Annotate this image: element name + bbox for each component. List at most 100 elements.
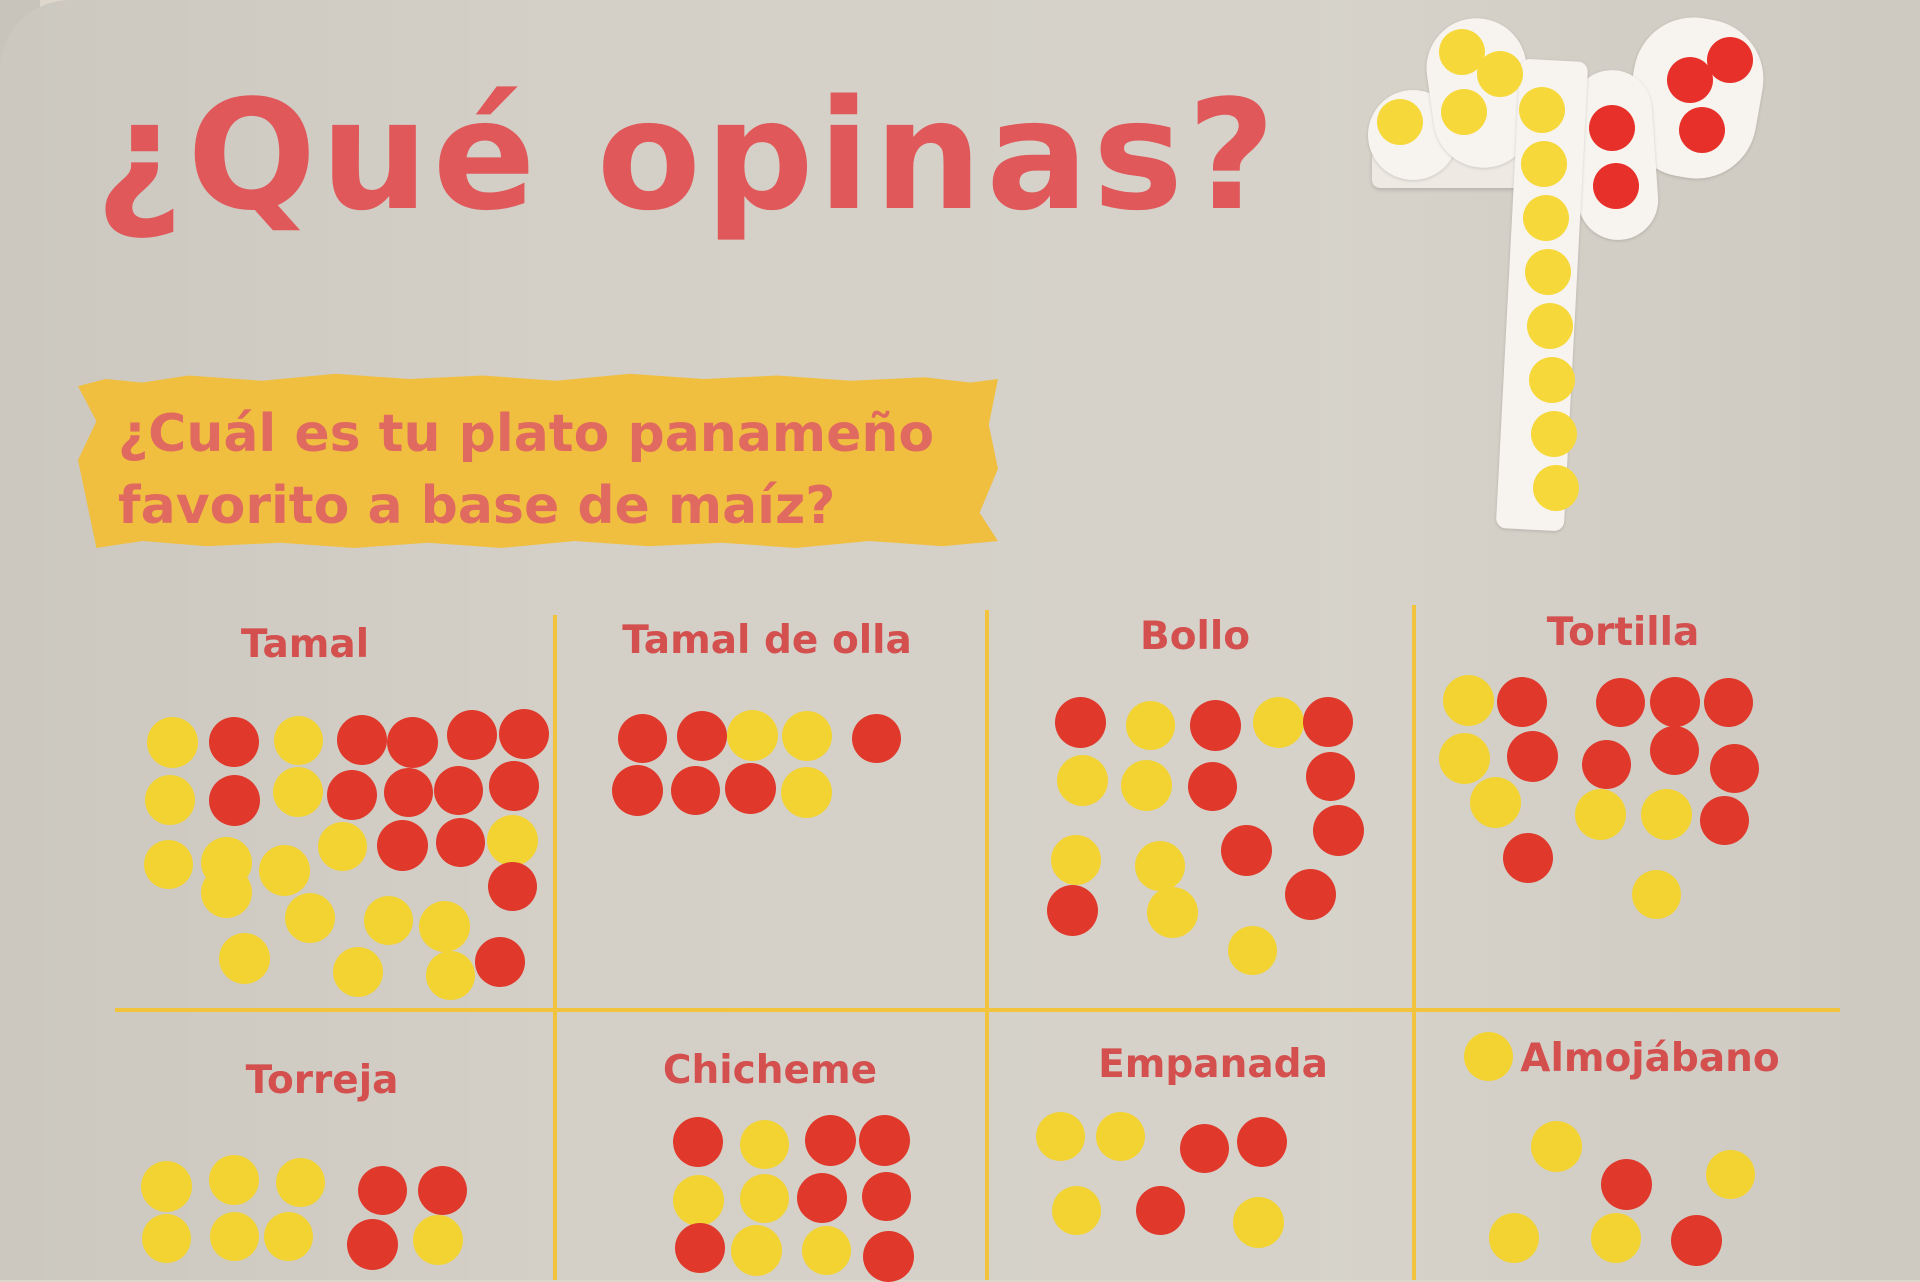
red-sticker-dot (383, 767, 433, 817)
yellow-sticker-dot (1442, 674, 1494, 726)
yellow-sticker-dot (1489, 1213, 1539, 1263)
red-sticker-dot (1046, 884, 1098, 936)
yellow-roll-sticker (1531, 411, 1577, 457)
question-line-1: ¿Cuál es tu plato panameño (118, 404, 935, 464)
red-sticker-dot (417, 1165, 467, 1215)
yellow-sticker-dot (672, 1174, 724, 1226)
option-label-tamal: Tamal (240, 622, 370, 667)
red-sticker-dot (670, 765, 720, 815)
option-label-bollo: Bollo (1139, 614, 1251, 659)
red-sticker-dot (1284, 868, 1336, 920)
yellow-sticker-dot (285, 893, 335, 943)
red-sticker-dot (1237, 1117, 1287, 1167)
red-sticker-dot (386, 716, 438, 768)
yellow-sticker-dot (1051, 835, 1101, 885)
yellow-sticker-dot (1631, 869, 1681, 919)
board-title: ¿Qué opinas? (95, 67, 1280, 244)
option-label-torreja: Torreja (245, 1058, 399, 1103)
yellow-sticker-dot (1095, 1111, 1145, 1161)
red-sticker-dot (327, 770, 377, 820)
red-roll-sticker (1667, 57, 1713, 103)
yellow-sticker-dot (1051, 1185, 1101, 1235)
yellow-sticker-dot (782, 711, 832, 761)
red-sticker-dot (861, 1171, 911, 1221)
yellow-sticker-dot (209, 1211, 259, 1261)
yellow-roll-sticker (1441, 89, 1487, 135)
yellow-sticker-dot (1469, 776, 1521, 828)
yellow-roll-sticker (1521, 141, 1567, 187)
yellow-sticker-dot (726, 709, 778, 761)
red-sticker-dot (611, 764, 663, 816)
red-sticker-dot (376, 819, 428, 871)
yellow-sticker-dot (1574, 788, 1626, 840)
yellow-sticker-dot (263, 1211, 313, 1261)
yellow-sticker-dot (780, 766, 832, 818)
yellow-sticker-dot (486, 814, 538, 866)
yellow-roll-sticker (1377, 99, 1423, 145)
yellow-sticker-dot (1232, 1196, 1284, 1248)
option-label-empanada: Empanada (1098, 1042, 1328, 1087)
red-sticker-dot (346, 1218, 398, 1270)
grid-line-vertical-1 (553, 615, 557, 1280)
yellow-roll-sticker (1523, 195, 1569, 241)
yellow-roll-sticker (1525, 249, 1571, 295)
red-roll-sticker (1679, 107, 1725, 153)
yellow-sticker-dot (363, 895, 413, 945)
red-roll-sticker (1707, 37, 1753, 83)
red-roll-sticker (1589, 105, 1635, 151)
red-sticker-dot (447, 710, 497, 760)
red-sticker-dot (1709, 743, 1759, 793)
red-sticker-dot (851, 713, 901, 763)
red-sticker-dot (673, 1117, 723, 1167)
red-sticker-dot (1503, 833, 1553, 883)
red-sticker-dot (804, 1114, 856, 1166)
yellow-roll-sticker (1477, 51, 1523, 97)
red-sticker-dot (1595, 677, 1645, 727)
red-sticker-dot (1600, 1158, 1652, 1210)
yellow-sticker-dot (1640, 788, 1692, 840)
yellow-sticker-dot (1035, 1111, 1085, 1161)
yellow-sticker-dot (145, 775, 195, 825)
question-text: ¿Cuál es tu plato panameño favorito a ba… (118, 398, 934, 542)
yellow-sticker-dot (317, 821, 367, 871)
red-sticker-dot (862, 1230, 914, 1282)
red-sticker-dot (475, 937, 525, 987)
yellow-sticker-dot (1125, 700, 1175, 750)
red-sticker-dot (675, 1223, 725, 1273)
question-line-2: favorito a base de maíz? (118, 476, 836, 536)
red-sticker-dot (1179, 1123, 1229, 1173)
question-banner (78, 373, 998, 548)
yellow-sticker-dot (1056, 754, 1108, 806)
red-sticker-dot (1312, 804, 1364, 856)
red-sticker-dot (208, 774, 260, 826)
yellow-sticker-dot (146, 716, 198, 768)
red-sticker-dot (487, 861, 537, 911)
red-sticker-dot (337, 715, 387, 765)
yellow-sticker-dot (275, 1157, 325, 1207)
yellow-sticker-dot (739, 1173, 789, 1223)
yellow-sticker-dot (739, 1119, 789, 1169)
red-sticker-dot (1649, 725, 1699, 775)
yellow-sticker-dot (730, 1224, 782, 1276)
red-sticker-dot (1506, 730, 1558, 782)
yellow-sticker-dot (209, 1155, 259, 1205)
yellow-sticker-dot (1227, 925, 1277, 975)
yellow-sticker-dot (333, 947, 383, 997)
yellow-sticker-dot (1591, 1213, 1641, 1263)
yellow-sticker-dot (1705, 1149, 1755, 1199)
red-sticker-dot (1699, 795, 1749, 845)
red-sticker-dot (1135, 1185, 1185, 1235)
option-label-tamal-de-olla: Tamal de olla (622, 618, 912, 663)
yellow-sticker-dot (200, 866, 252, 918)
red-roll-sticker (1593, 163, 1639, 209)
yellow-sticker-dot (258, 844, 310, 896)
red-sticker-dot (435, 817, 485, 867)
yellow-sticker-dot (1146, 886, 1198, 938)
yellow-sticker-dot (140, 1160, 192, 1212)
red-sticker-dot (1054, 696, 1106, 748)
red-sticker-dot (1303, 697, 1353, 747)
red-sticker-dot (1220, 824, 1272, 876)
yellow-sticker-dot (273, 715, 323, 765)
grid-line-vertical-3 (1412, 605, 1416, 1280)
